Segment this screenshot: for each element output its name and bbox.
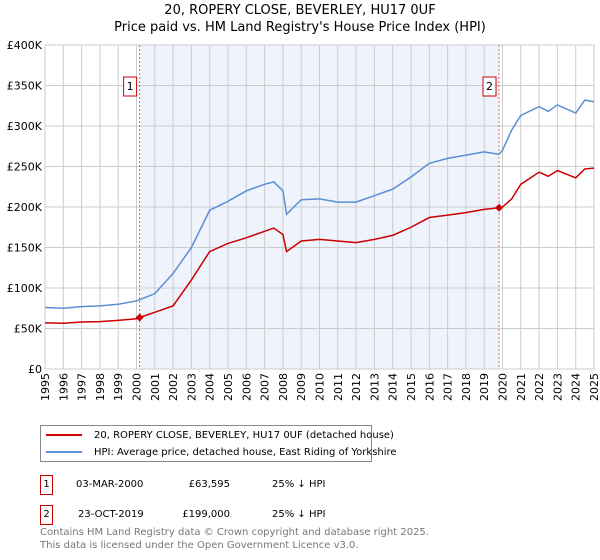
sale-marker-label: 2 (486, 80, 493, 93)
sale-row: 2 23-OCT-2019 £199,000 25% ↓ HPI (40, 505, 440, 525)
sale-marker-label: 1 (40, 475, 53, 495)
footer-licence: This data is licensed under the Open Gov… (40, 540, 359, 551)
x-tick-label: 2021 (515, 373, 528, 401)
sale-date: 23-OCT-2019 (78, 509, 144, 520)
x-tick-label: 2003 (185, 373, 198, 401)
x-tick-label: 2018 (460, 373, 473, 401)
sale-hpi-diff: 25% ↓ HPI (272, 509, 326, 520)
x-tick-label: 2019 (478, 373, 491, 401)
legend-item-property: 20, ROPERY CLOSE, BEVERLEY, HU17 0UF (de… (41, 427, 394, 443)
sale-point (135, 313, 144, 322)
x-tick-label: 2002 (167, 373, 180, 401)
hpi-line (44, 99, 595, 310)
x-tick-label: 2000 (131, 373, 144, 401)
x-tick-label: 2013 (368, 373, 381, 401)
sale-price: £63,595 (188, 479, 230, 490)
x-tick-label: 2017 (442, 373, 455, 401)
legend-label: HPI: Average price, detached house, East… (94, 446, 397, 458)
x-tick-label: 2004 (204, 373, 217, 401)
x-tick-label: 2007 (259, 373, 272, 401)
legend-swatch-red (46, 434, 82, 436)
y-tick-label: £350K (7, 80, 43, 93)
sale-marker-box (123, 76, 138, 97)
y-tick-label: £300K (7, 120, 43, 133)
x-tick-label: 2015 (405, 373, 418, 401)
legend-swatch-blue (46, 451, 82, 453)
sale-price: £199,000 (182, 509, 230, 520)
y-tick-label: £100K (7, 282, 43, 295)
footer: Contains HM Land Registry data © Crown c… (40, 526, 429, 552)
y-tick-label: £0 (28, 363, 42, 376)
x-tick-label: 2010 (314, 373, 327, 401)
x-tick-label: 2016 (423, 373, 436, 401)
x-tick-label: 1997 (76, 373, 89, 401)
x-tick-label: 2012 (350, 373, 363, 401)
y-tick-label: £250K (7, 161, 43, 174)
plot-border (44, 44, 595, 370)
y-tick-label: £50K (14, 323, 43, 336)
x-tick-label: 2001 (149, 373, 162, 401)
y-tick-label: £150K (7, 242, 43, 255)
x-tick-label: 2023 (551, 373, 564, 401)
x-tick-label: 1996 (57, 373, 70, 401)
chart-title: 20, ROPERY CLOSE, BEVERLEY, HU17 0UF (164, 3, 436, 18)
sale-date: 03-MAR-2000 (76, 479, 144, 490)
y-tick-label: £200K (7, 201, 43, 214)
sale-row: 1 03-MAR-2000 £63,595 25% ↓ HPI (40, 475, 440, 495)
x-tick-label: 2006 (240, 373, 253, 401)
y-tick-label: £400K (7, 39, 43, 52)
x-tick-label: 2014 (387, 373, 400, 401)
x-tick-label: 2009 (295, 373, 308, 401)
sale-marker-box (482, 76, 497, 97)
chart-subtitle: Price paid vs. HM Land Registry's House … (114, 20, 486, 35)
legend-item-hpi: HPI: Average price, detached house, East… (41, 444, 397, 460)
sale-hpi-diff: 25% ↓ HPI (272, 479, 326, 490)
x-tick-label: 1995 (39, 373, 52, 401)
x-tick-label: 2022 (533, 373, 546, 401)
sale-marker-label: 2 (40, 505, 53, 525)
footer-copyright: Contains HM Land Registry data © Crown c… (40, 527, 429, 538)
x-tick-label: 1999 (112, 373, 125, 401)
legend: 20, ROPERY CLOSE, BEVERLEY, HU17 0UF (de… (40, 425, 397, 462)
x-tick-label: 2005 (222, 373, 235, 401)
sale-marker-label: 1 (127, 80, 134, 93)
x-tick-label: 2025 (588, 373, 600, 401)
legend-label: 20, ROPERY CLOSE, BEVERLEY, HU17 0UF (de… (94, 429, 394, 441)
x-tick-label: 2020 (497, 373, 510, 401)
sale-point (495, 203, 504, 212)
x-tick-label: 2024 (570, 373, 583, 401)
price-chart: 1995 1996 1997 1998 1999 2000 2001 2002 2003 2004… (7, 39, 600, 401)
x-tick-label: 1998 (94, 373, 107, 401)
x-tick-label: 2011 (332, 373, 345, 401)
x-tick-label: 2008 (277, 373, 290, 401)
